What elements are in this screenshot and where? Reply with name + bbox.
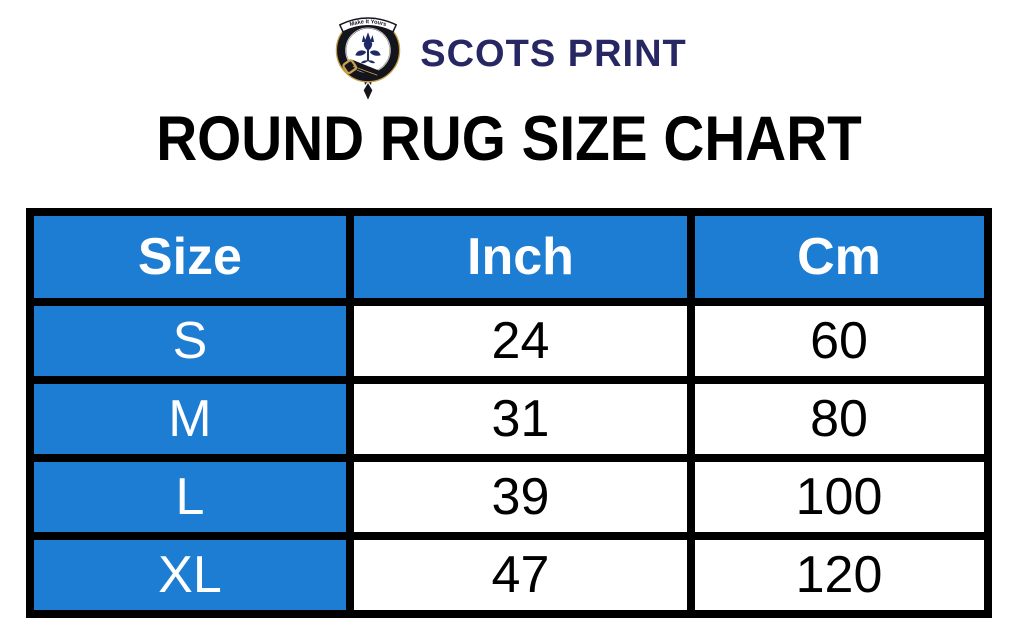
inch-cell: 39	[346, 454, 695, 540]
size-chart-table: Size Inch Cm S 24 60 M 31 80 L 39 100 XL…	[25, 208, 992, 618]
motto-text: Make It Yours	[349, 19, 387, 28]
header-cell-inch: Inch	[346, 208, 695, 306]
inch-cell: 24	[346, 298, 695, 384]
size-cell: M	[25, 376, 355, 462]
motto-ribbon-icon: Make It Yours	[339, 17, 398, 33]
header-cell-cm: Cm	[686, 208, 992, 306]
inch-cell: 31	[346, 376, 695, 462]
cm-cell: 60	[686, 298, 992, 384]
brand-header: Make It Yours SCOTS PRINT	[0, 0, 1017, 100]
thistle-icon	[355, 32, 381, 64]
size-cell: XL	[25, 532, 355, 618]
cm-cell: 80	[686, 376, 992, 462]
belt-buckle-icon	[342, 59, 358, 75]
table-row: L 39 100	[25, 454, 992, 540]
size-cell: L	[25, 454, 355, 540]
cm-cell: 100	[686, 454, 992, 540]
inch-cell: 47	[346, 532, 695, 618]
header-cell-size: Size	[25, 208, 355, 306]
svg-text:Make It Yours: Make It Yours	[349, 19, 387, 28]
header-row: Size Inch Cm	[25, 208, 992, 306]
scots-print-crest-logo: Make It Yours	[336, 17, 401, 100]
table-row: XL 47 120	[25, 532, 992, 618]
table-row: M 31 80	[25, 376, 992, 462]
table-row: S 24 60	[25, 298, 992, 384]
brand-name: SCOTS PRINT	[420, 32, 687, 75]
size-cell: S	[25, 298, 355, 384]
cm-cell: 120	[686, 532, 992, 618]
page-title: ROUND RUG SIZE CHART	[155, 104, 862, 174]
